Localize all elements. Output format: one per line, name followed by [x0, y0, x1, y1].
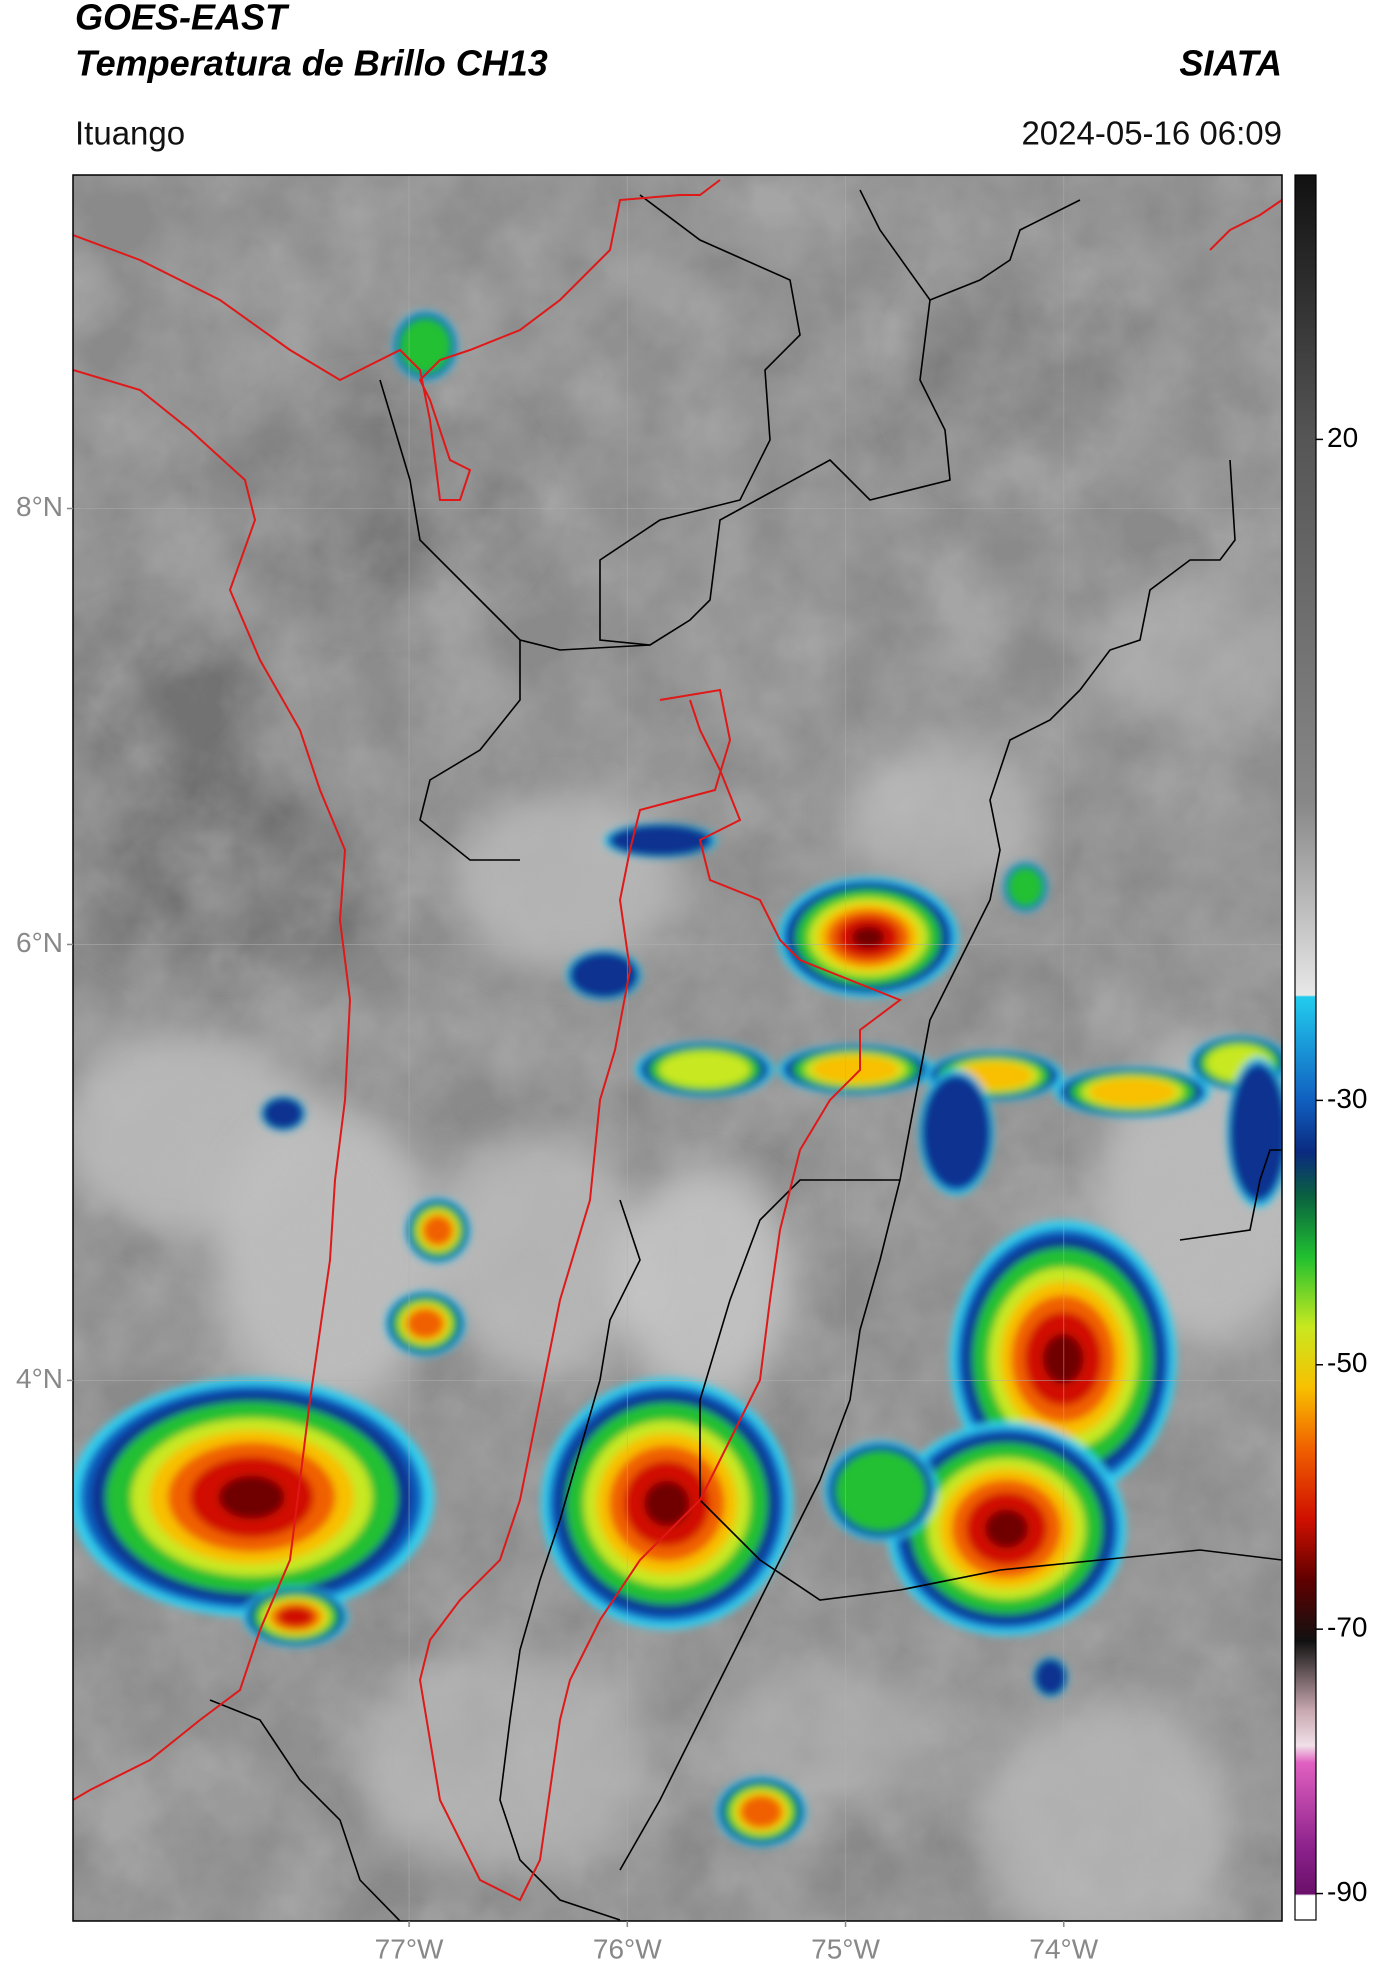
storm-layer	[851, 926, 885, 949]
region-borders	[73, 179, 1282, 1902]
storm-layer	[658, 1051, 751, 1088]
colorbar-ticks: 20 -30 -50 -70 -90	[1316, 422, 1367, 1907]
storm-layer	[1230, 1065, 1282, 1199]
colorbar-tick-label: -30	[1327, 1083, 1367, 1114]
colorbar-tick-label: -90	[1327, 1876, 1367, 1907]
subtitle: Temperatura de Brillo CH13	[75, 43, 548, 84]
storm-layer	[1007, 866, 1044, 908]
brand: SIATA	[1179, 43, 1282, 84]
lon-tick-label: 75°W	[811, 1933, 880, 1964]
colorbar-tick-label: 20	[1327, 422, 1358, 453]
lon-tick-label: 77°W	[375, 1933, 444, 1964]
location: Ituango	[75, 115, 185, 152]
graticule	[73, 175, 1282, 1921]
colorbar-tick-label: -70	[1327, 1612, 1367, 1643]
storm-layer	[399, 317, 452, 375]
storm-layer	[644, 1480, 690, 1527]
storm-layer	[406, 1308, 444, 1339]
map-frame	[72, 174, 1283, 1922]
storm-layer	[1042, 1333, 1084, 1384]
storm-layer	[1035, 1659, 1067, 1695]
title: GOES-EAST	[75, 0, 290, 38]
storm-layer	[1088, 1078, 1177, 1107]
lon-tick-label: 76°W	[593, 1933, 662, 1964]
storm-layer	[570, 952, 638, 998]
storm-layer	[610, 824, 711, 856]
storm-layer	[422, 1215, 453, 1246]
lat-tick-label: 6°N	[16, 927, 63, 958]
storm-layer	[263, 1097, 304, 1129]
storm-layer	[811, 1055, 900, 1084]
colorbar-tick-label: -50	[1327, 1347, 1367, 1378]
lon-tick-label: 74°W	[1029, 1933, 1098, 1964]
storm-layer	[740, 1795, 783, 1828]
lat-tick-label: 4°N	[16, 1363, 63, 1394]
storm-layer	[985, 1509, 1029, 1548]
colorbar	[1294, 174, 1317, 1921]
axis-ticks: 77°W 76°W 75°W 74°W 8°N 6°N 4°N	[16, 491, 1099, 1964]
datetime: 2024-05-16 06:09	[1021, 115, 1282, 152]
map-image	[73, 175, 1282, 1921]
lat-tick-label: 8°N	[16, 491, 63, 522]
storm-layer	[835, 1450, 927, 1532]
storm-layer	[277, 1606, 314, 1628]
borders	[209, 189, 1282, 1921]
storm-layer	[218, 1475, 285, 1519]
storm-layer	[923, 1077, 990, 1188]
